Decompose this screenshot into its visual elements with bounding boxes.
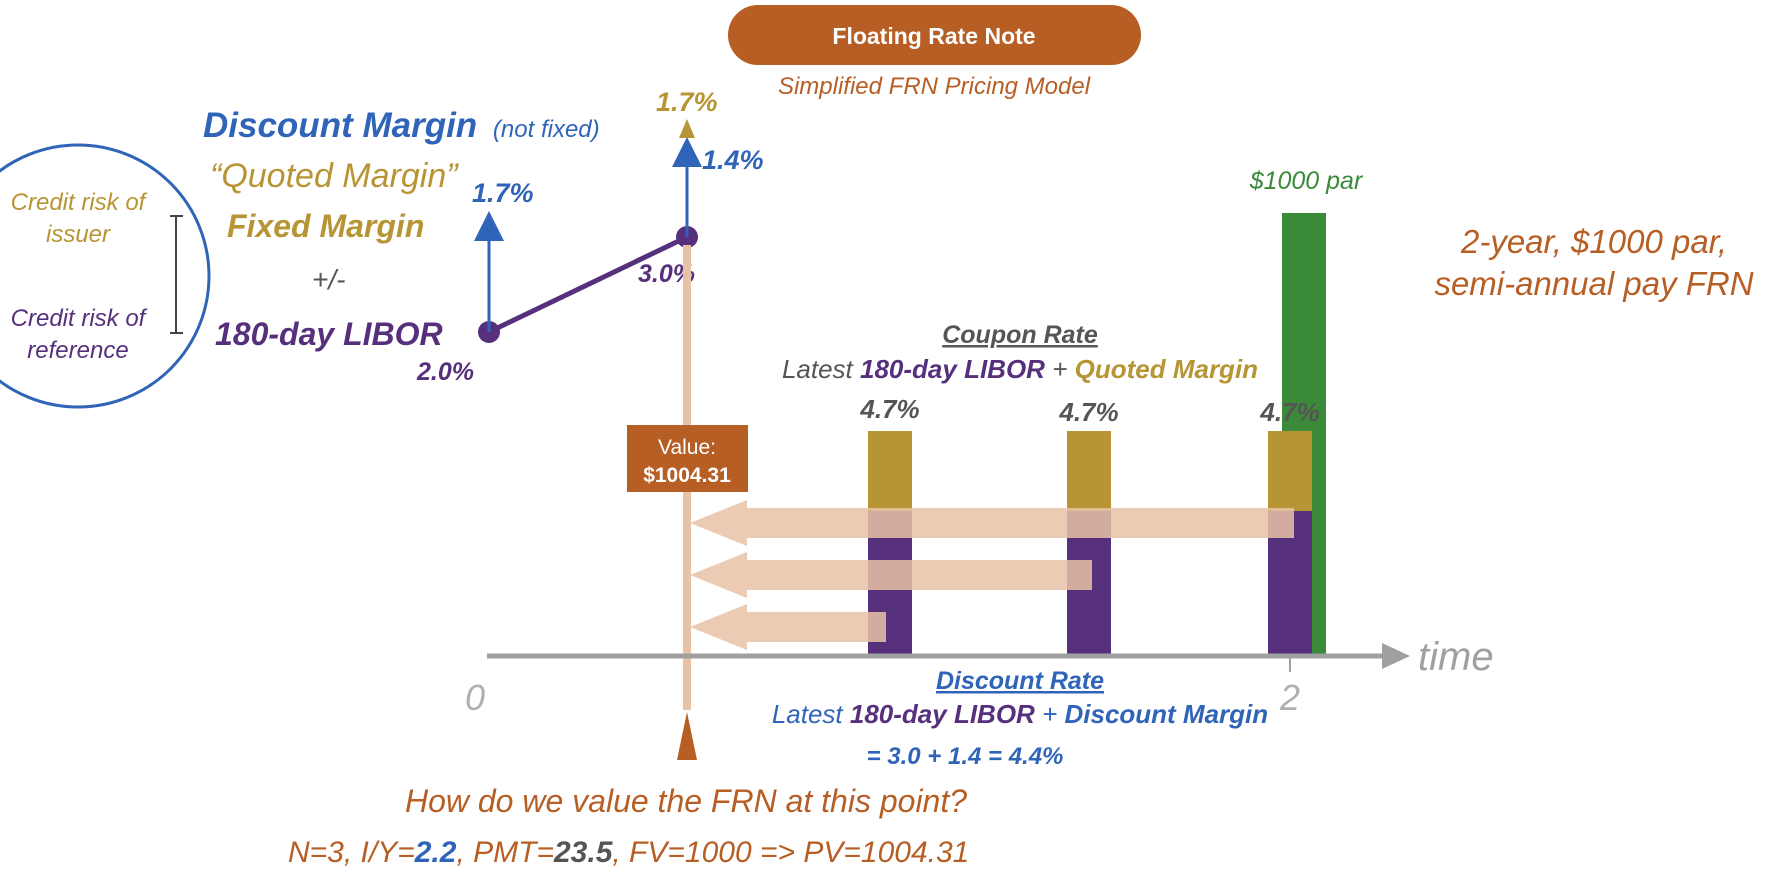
margin-arrow-left-label: 1.7% bbox=[472, 178, 534, 208]
value-box: Value: $1004.31 bbox=[627, 425, 748, 492]
par-label: $1000 par bbox=[1249, 167, 1364, 195]
discount-rate-title: Discount Rate bbox=[936, 667, 1104, 695]
value-amount: $1004.31 bbox=[643, 464, 731, 487]
page-title: Floating Rate Note bbox=[832, 23, 1035, 49]
discount-margin-label: Discount Margin (not fixed) bbox=[203, 106, 600, 145]
coupon-bar-2-margin bbox=[1067, 431, 1111, 511]
discount-rate-calc: = 3.0 + 1.4 = 4.4% bbox=[867, 743, 1064, 770]
time-axis-label: time bbox=[1418, 635, 1494, 679]
frn-description-line1: 2-year, $1000 par, bbox=[1460, 223, 1727, 260]
margin-arrow-gold-label: 1.7% bbox=[656, 87, 718, 117]
issuer-risk-line2: issuer bbox=[46, 221, 111, 248]
frn-description-line2: semi-annual pay FRN bbox=[1434, 265, 1753, 302]
margin-arrow-gold-head bbox=[679, 119, 695, 138]
plus-minus-label: +/- bbox=[312, 264, 345, 295]
margin-arrow-blue-label: 1.4% bbox=[702, 145, 764, 175]
valuation-question: How do we value the FRN at this point? bbox=[405, 783, 967, 819]
valuation-marker bbox=[677, 712, 697, 760]
calculator-inputs: N=3, I/Y=2.2, PMT=23.5, FV=1000 => PV=10… bbox=[288, 836, 969, 869]
discount-arrow-1 bbox=[690, 604, 886, 650]
quoted-margin-label: “Quoted Margin” bbox=[210, 157, 459, 195]
issuer-risk-line1: Credit risk of bbox=[11, 189, 148, 216]
reference-risk-line1: Credit risk of bbox=[11, 305, 148, 332]
coupon-bar-3-label: 4.7% bbox=[1259, 397, 1319, 427]
coupon-bar-1-label: 4.7% bbox=[859, 394, 919, 424]
libor-line bbox=[487, 234, 689, 335]
discount-arrow-3 bbox=[690, 500, 1294, 546]
fixed-margin-label: Fixed Margin bbox=[227, 208, 424, 244]
discount-arrows bbox=[690, 500, 1294, 650]
title-badge: Floating Rate Note bbox=[728, 5, 1141, 65]
time-axis-arrowhead bbox=[1382, 643, 1410, 669]
discount-arrow-2 bbox=[690, 552, 1092, 598]
time-tick-start: 0 bbox=[465, 677, 485, 718]
coupon-rate-title: Coupon Rate bbox=[942, 321, 1098, 349]
coupon-bar-3-margin bbox=[1268, 431, 1312, 511]
libor-label: 180-day LIBOR bbox=[215, 316, 443, 352]
coupon-bar-1-margin bbox=[868, 431, 912, 511]
libor-start-label: 2.0% bbox=[416, 358, 474, 386]
discount-rate-formula: Latest 180-day LIBOR + Discount Margin bbox=[772, 699, 1268, 729]
risk-bracket bbox=[170, 215, 183, 334]
time-tick-end-label: 2 bbox=[1279, 677, 1300, 718]
value-label: Value: bbox=[658, 436, 716, 459]
page-subtitle: Simplified FRN Pricing Model bbox=[778, 73, 1091, 100]
risk-circle bbox=[0, 143, 211, 409]
coupon-rate-formula: Latest 180-day LIBOR + Quoted Margin bbox=[782, 354, 1258, 384]
reference-risk-line2: reference bbox=[27, 337, 128, 364]
coupon-bar-2-label: 4.7% bbox=[1058, 397, 1118, 427]
